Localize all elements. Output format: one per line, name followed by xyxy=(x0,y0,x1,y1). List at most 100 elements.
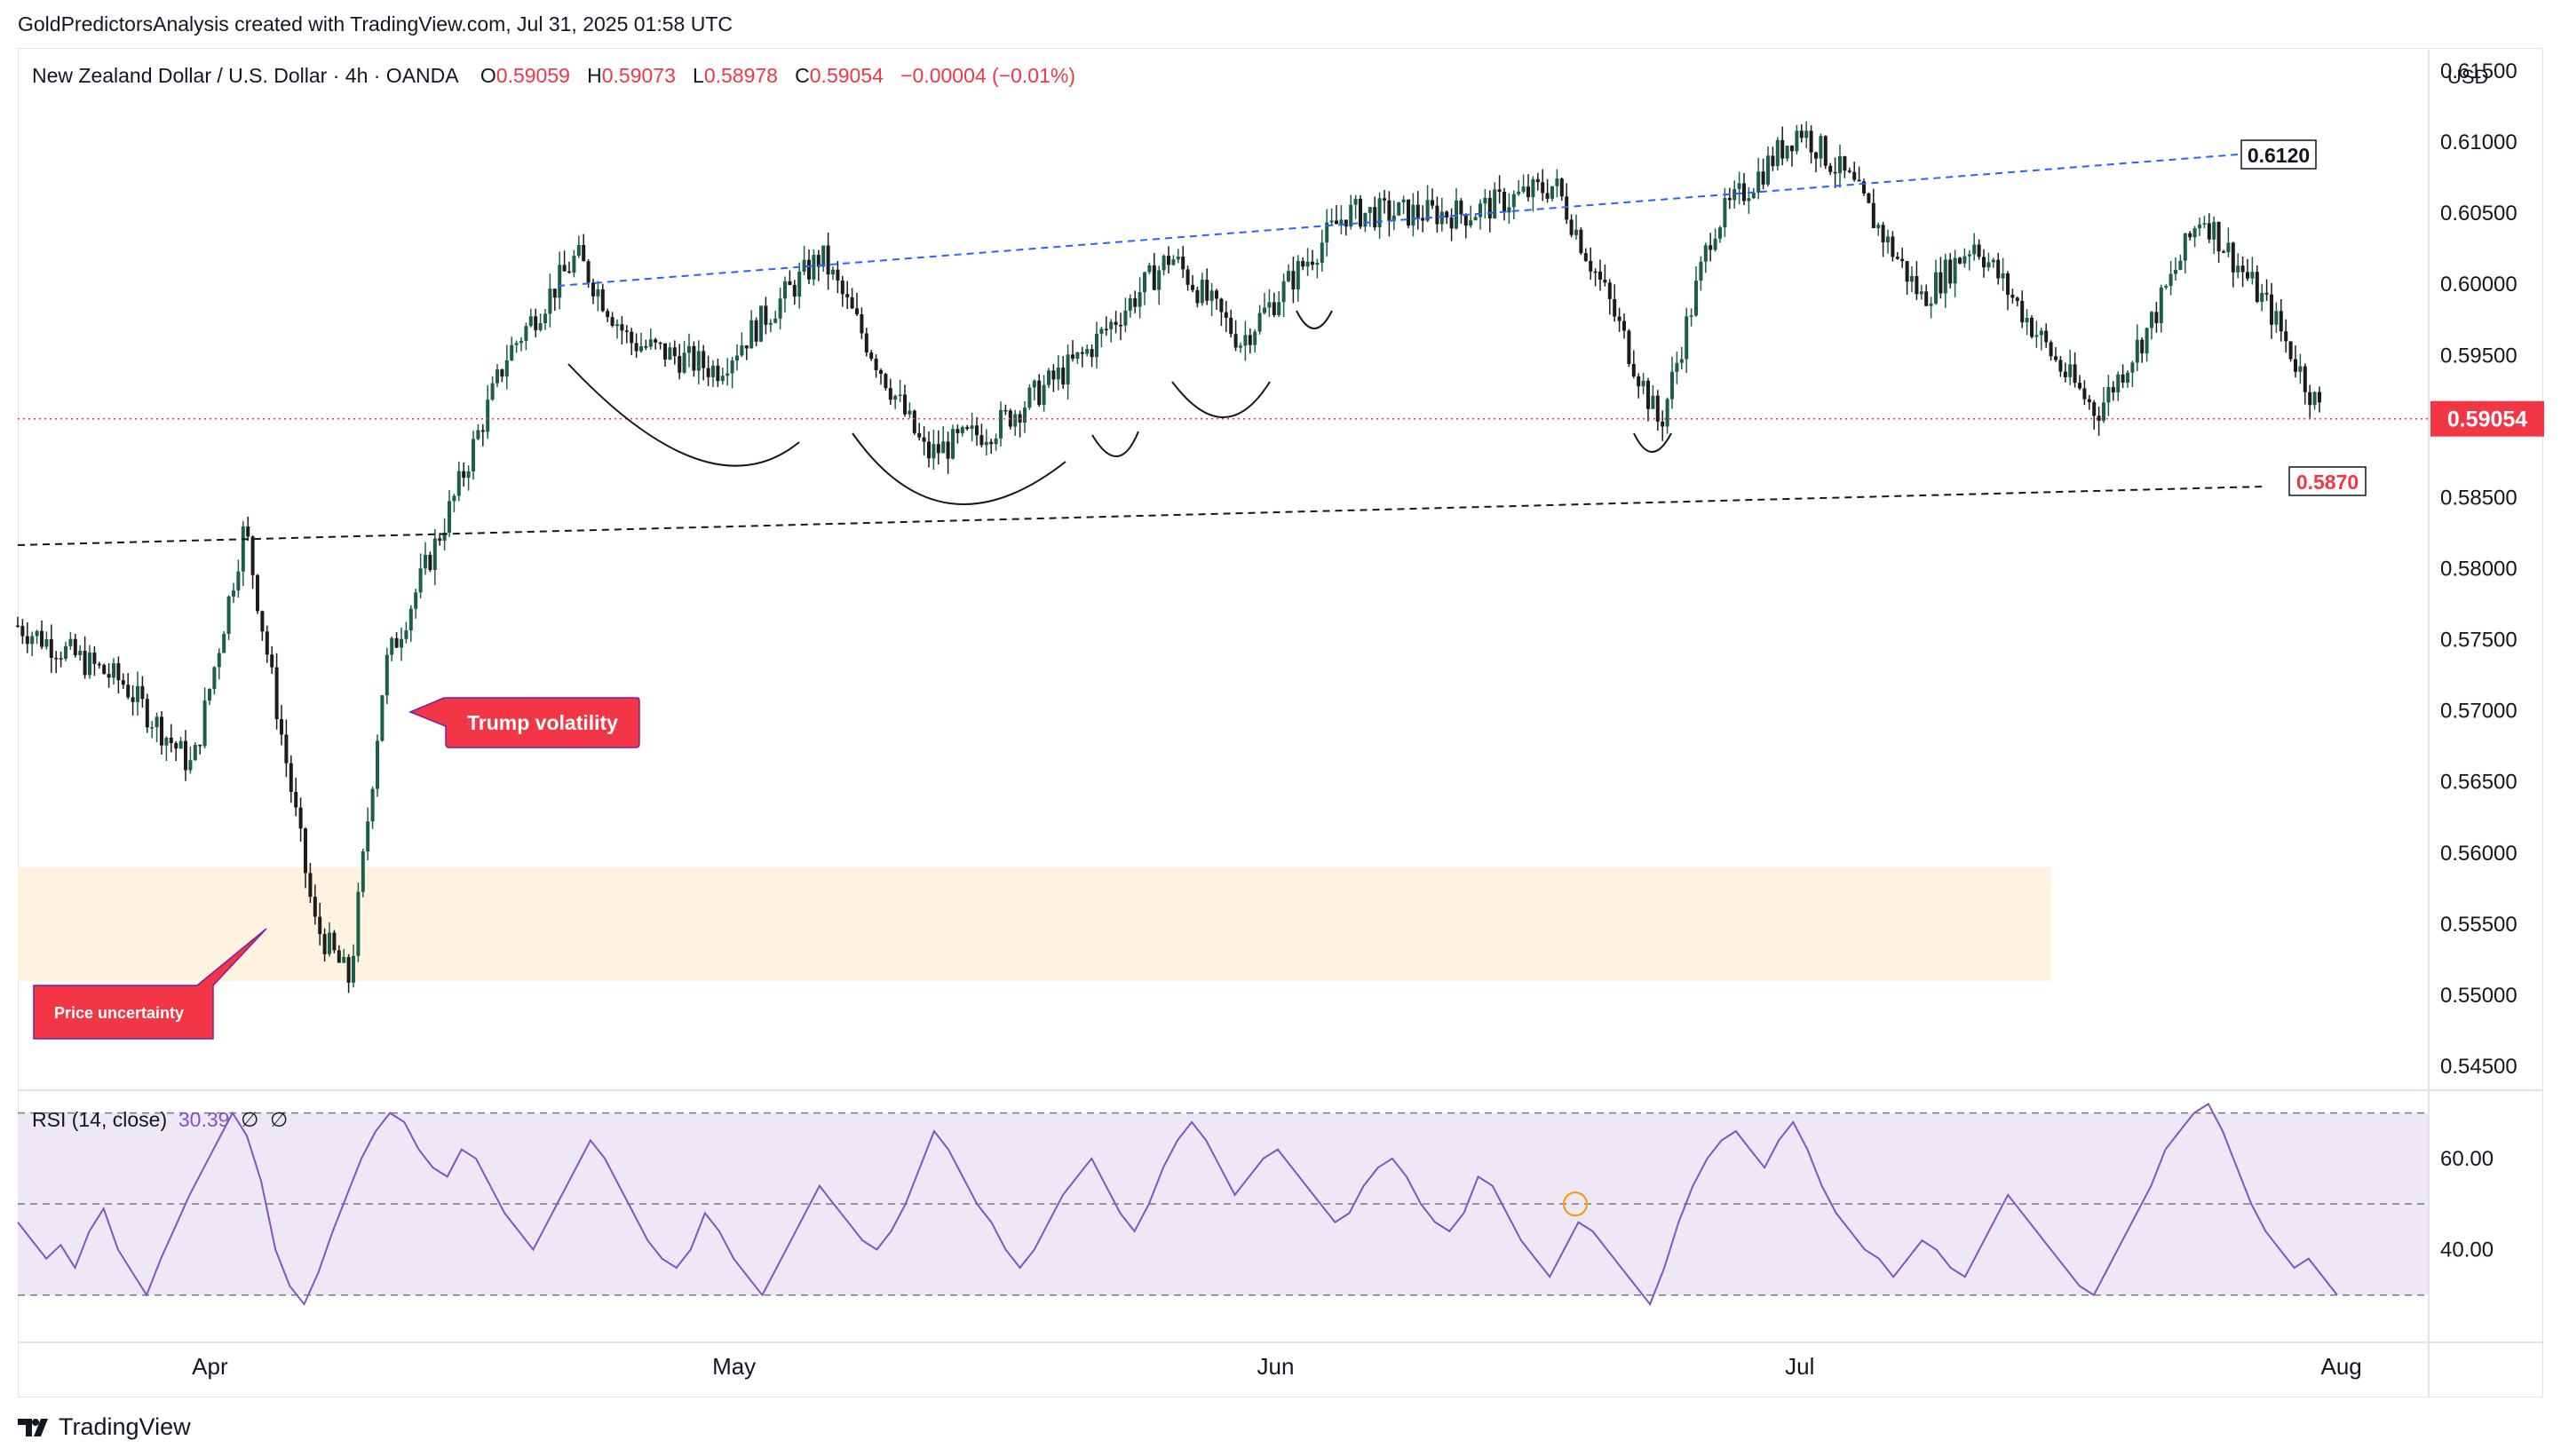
candle-down xyxy=(1224,312,1228,318)
candle-up xyxy=(1473,217,1478,221)
candle-up xyxy=(2178,260,2183,271)
candle-down xyxy=(1435,205,1439,225)
candle-up xyxy=(424,554,427,569)
rsi-extra-2: ∅ xyxy=(270,1108,289,1131)
candle-down xyxy=(289,763,293,792)
candle-down xyxy=(1607,282,1612,299)
tradingview-logo[interactable]: TradingView xyxy=(18,1413,191,1441)
resistance-trendline[interactable] xyxy=(557,154,2239,287)
candle-down xyxy=(54,657,59,660)
candle-up xyxy=(1056,368,1060,380)
candle-up xyxy=(1138,292,1142,307)
candle-down xyxy=(826,245,830,275)
candle-up xyxy=(648,339,653,347)
candle-up xyxy=(385,654,389,696)
candle-down xyxy=(1583,253,1588,261)
candle-down xyxy=(1272,302,1276,315)
candle-up xyxy=(2250,272,2255,279)
candle-down xyxy=(1833,171,1837,174)
candle-down xyxy=(2049,342,2053,357)
candle-up xyxy=(1517,191,1521,194)
candle-up xyxy=(1277,302,1281,315)
candle-down xyxy=(2140,339,2145,354)
candle-down xyxy=(586,261,591,283)
candle-up xyxy=(2039,330,2043,336)
candle-up xyxy=(812,255,816,280)
candle-down xyxy=(927,441,931,459)
candle-up xyxy=(2169,273,2173,287)
candle-down xyxy=(591,282,595,297)
candle-down xyxy=(294,791,298,808)
candle-up xyxy=(1281,281,1286,303)
low-label: L xyxy=(693,64,704,87)
candle-down xyxy=(1526,186,1530,198)
candle-down xyxy=(1071,354,1074,359)
candle-up xyxy=(1425,200,1430,221)
callout-uncertainty-bubble[interactable] xyxy=(33,928,267,1040)
candle-up xyxy=(821,245,826,267)
candle-up xyxy=(687,345,691,353)
time-tick-may: May xyxy=(712,1353,756,1380)
rsi-legend[interactable]: RSI (14, close) 30.39 ∅ ∅ xyxy=(32,1108,288,1132)
candle-up xyxy=(432,538,437,571)
candle-up xyxy=(2183,233,2187,261)
candle-down xyxy=(620,324,624,331)
callout-trump-bubble[interactable] xyxy=(408,697,640,748)
candle-down xyxy=(903,394,907,415)
candle-up xyxy=(342,956,346,963)
candle-down xyxy=(2308,392,2312,406)
candle-down xyxy=(184,740,187,771)
candle-up xyxy=(1699,261,1703,281)
candle-down xyxy=(2030,318,2034,337)
candle-down xyxy=(2082,388,2087,400)
candle-up xyxy=(1047,370,1051,385)
candle-up xyxy=(2298,366,2303,372)
candle-up xyxy=(2025,318,2029,323)
candle-down xyxy=(20,625,25,637)
candle-up xyxy=(1685,316,1689,360)
candle-up xyxy=(452,495,456,502)
candle-down xyxy=(1181,256,1185,270)
candle-up xyxy=(1397,202,1401,216)
candle-down xyxy=(1229,317,1233,335)
open-label: O xyxy=(480,64,496,87)
candle-down xyxy=(116,663,121,681)
time-tick-aug: Aug xyxy=(2320,1353,2361,1380)
price-tick-label: 0.61500 xyxy=(2440,59,2517,83)
candle-up xyxy=(1511,194,1516,208)
candle-up xyxy=(1042,384,1046,406)
candle-down xyxy=(2121,374,2125,383)
candle-down xyxy=(428,554,432,571)
candle-down xyxy=(250,536,255,575)
candle-down xyxy=(308,873,313,898)
candle-up xyxy=(490,383,495,400)
candle-down xyxy=(562,265,567,272)
candle-up xyxy=(596,289,600,297)
candle-up xyxy=(442,532,447,541)
candle-down xyxy=(1133,297,1138,307)
rsi-marker-circle xyxy=(1563,1191,1588,1217)
symbol-title[interactable]: New Zealand Dollar / U.S. Dollar · 4h · … xyxy=(32,64,458,87)
candle-up xyxy=(1651,395,1655,409)
candle-up xyxy=(1991,259,1995,263)
candle-down xyxy=(922,437,926,442)
callout-uncertainty-text: Price uncertainty xyxy=(54,1004,184,1022)
candle-up xyxy=(1325,222,1329,243)
rsi-line[interactable] xyxy=(17,1102,2338,1306)
candle-up xyxy=(376,740,379,789)
candle-down xyxy=(126,684,131,698)
candle-up xyxy=(222,633,226,653)
candle-down xyxy=(1862,181,1866,194)
candle-down xyxy=(2154,312,2159,323)
candle-down xyxy=(280,719,283,735)
support-trendline[interactable] xyxy=(17,486,2265,546)
candle-down xyxy=(1809,131,1813,153)
candle-down xyxy=(1373,207,1377,228)
candle-up xyxy=(366,821,370,851)
currency-label[interactable]: USD xyxy=(2447,66,2489,88)
candle-up xyxy=(773,318,778,323)
candle-up xyxy=(2159,287,2163,323)
candle-down xyxy=(59,658,63,660)
candle-down xyxy=(131,697,135,702)
